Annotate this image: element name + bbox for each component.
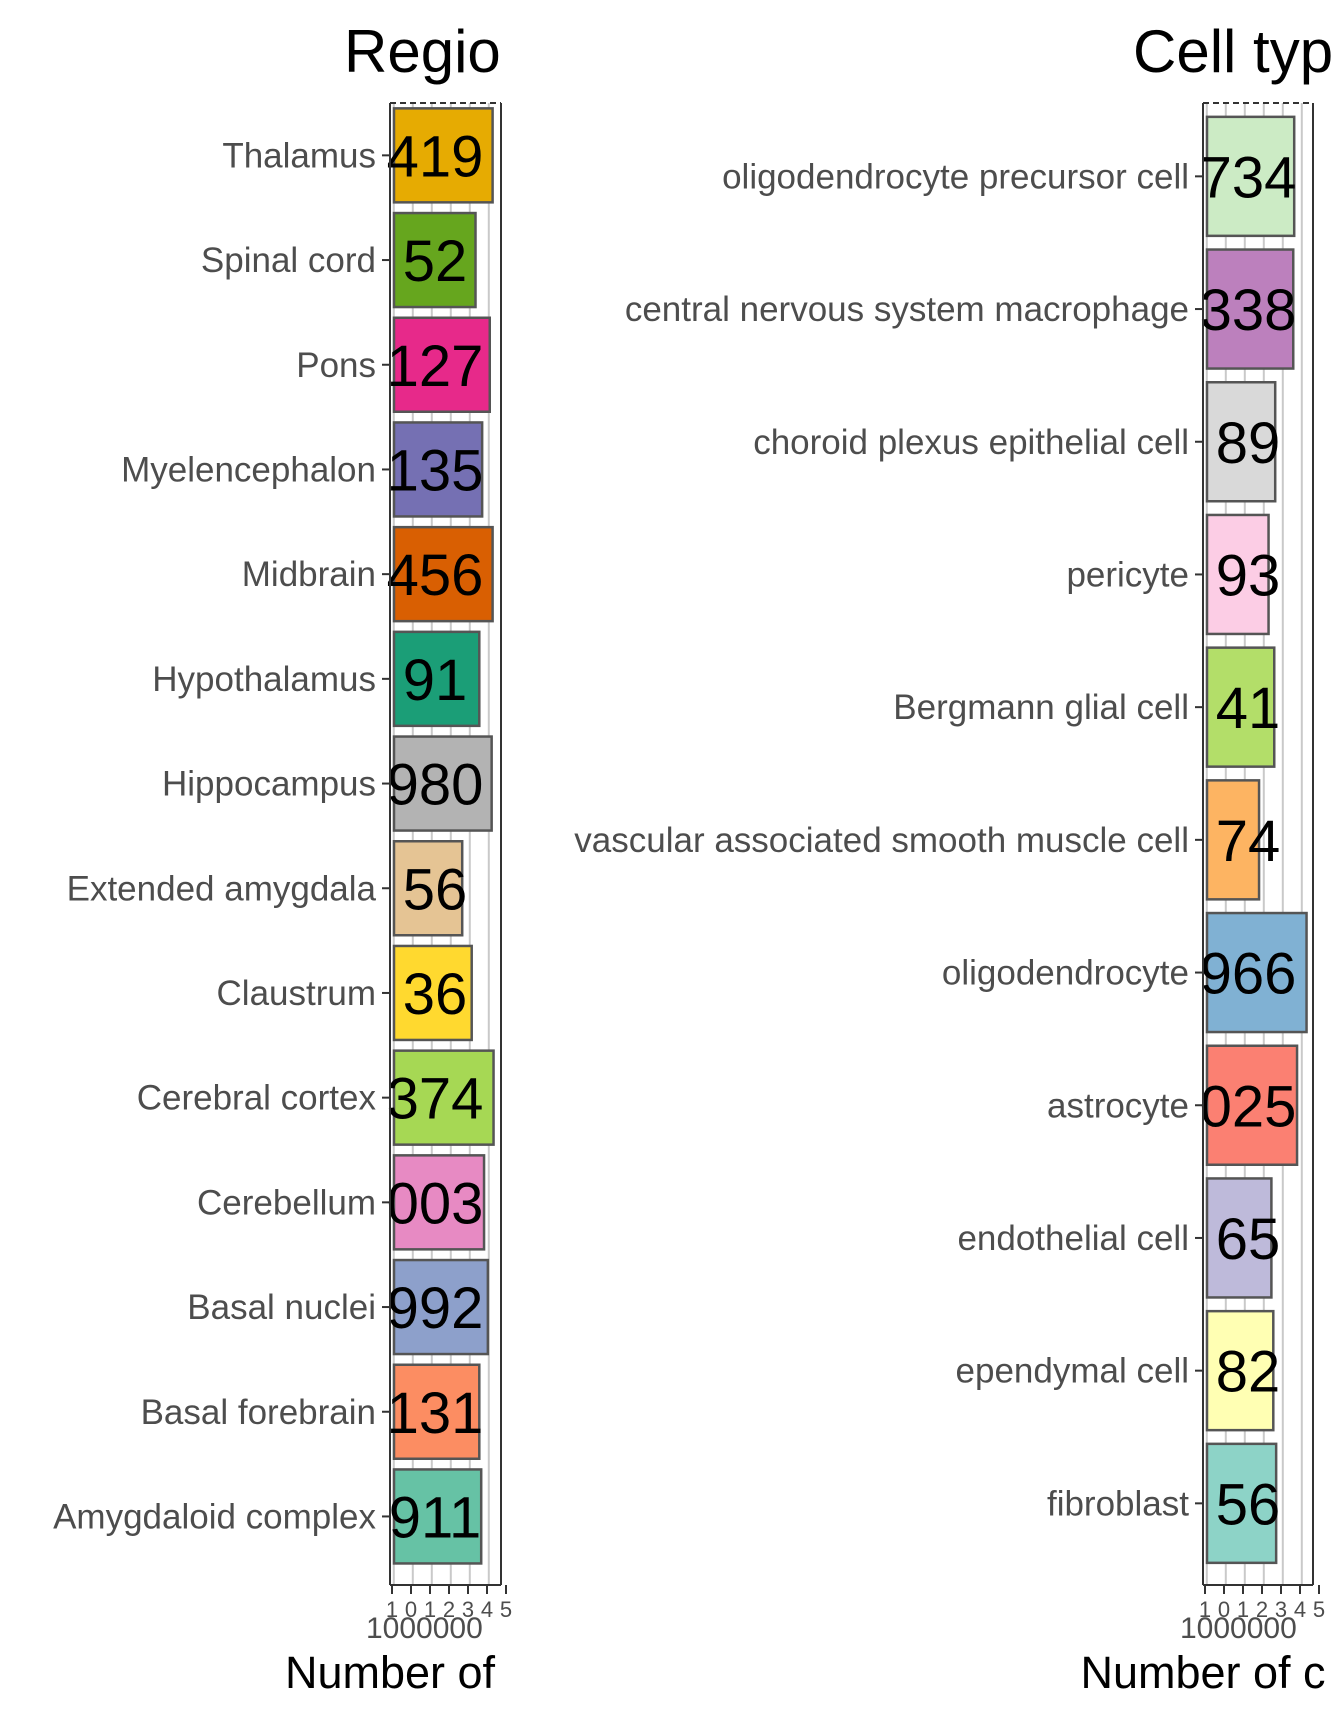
cell-type-value-label: 025 — [1200, 1074, 1297, 1139]
cell-type-category-label: ependymal cell — [956, 1352, 1189, 1391]
cell-type-x-tick-label: 2 — [1256, 1597, 1268, 1622]
region-bar — [392, 316, 491, 413]
region-bar — [392, 107, 494, 204]
region-x-tick-label: 0 — [405, 1597, 417, 1622]
cell-type-category-label: choroid plexus epithelial cell — [753, 423, 1189, 462]
region-bar — [392, 1468, 483, 1565]
region-bar — [392, 421, 484, 518]
region-value-label: 127 — [387, 334, 484, 399]
region-category-label: Spinal cord — [201, 241, 376, 280]
cell-type-bar — [1205, 381, 1277, 503]
region-category-label: Claustrum — [217, 974, 376, 1013]
region-bar — [392, 525, 494, 623]
region-category-label: Hippocampus — [162, 765, 376, 804]
region-value-label: 911 — [389, 1485, 481, 1550]
cell-type-chart-title: Cell typ — [1133, 18, 1333, 85]
region-x-tick-label: 1 — [424, 1597, 436, 1622]
cell-type-chart: Cell typ Number of c 1000000 oligodendro… — [574, 18, 1333, 1698]
region-category-label: Midbrain — [242, 555, 376, 594]
cell-type-category-label: oligodendrocyte — [942, 954, 1189, 993]
cell-type-category-label: pericyte — [1066, 555, 1189, 594]
cell-type-category-label: astrocyte — [1047, 1086, 1189, 1125]
cell-type-bar — [1205, 1044, 1299, 1166]
region-bar — [392, 1258, 490, 1356]
region-value-label: 91 — [403, 648, 468, 713]
region-category-label: Myelencephalon — [121, 450, 376, 489]
cell-type-bar — [1205, 1442, 1278, 1565]
region-category-label: Pons — [296, 346, 376, 385]
region-bar — [392, 630, 481, 728]
region-chart-x-axis-label: Number of — [285, 1647, 496, 1698]
region-category-label: Thalamus — [222, 136, 376, 175]
cell-type-value-label: 41 — [1216, 676, 1281, 741]
cell-type-value-label: 966 — [1200, 942, 1297, 1007]
region-value-label: 419 — [387, 124, 484, 189]
region-chart-title: Regio — [344, 18, 501, 85]
region-value-label: 374 — [387, 1067, 484, 1132]
region-category-label: Amygdaloid complex — [53, 1497, 376, 1536]
cell-type-bar — [1205, 779, 1261, 901]
cell-type-x-tick-label: 5 — [1313, 1597, 1325, 1622]
region-category-label: Cerebellum — [197, 1183, 376, 1222]
region-x-tick-label: 2 — [443, 1597, 455, 1622]
cell-type-x-tick-label: 1 — [1199, 1597, 1211, 1622]
region-bar — [392, 840, 464, 937]
cell-type-value-label: 56 — [1216, 1472, 1281, 1537]
region-value-label: 135 — [387, 438, 484, 503]
cell-type-value-label: 74 — [1216, 809, 1281, 874]
region-bar — [392, 944, 473, 1042]
region-value-label: 52 — [403, 229, 468, 294]
region-category-label: Basal forebrain — [141, 1393, 376, 1432]
region-value-label: 56 — [403, 857, 468, 922]
region-bar — [392, 211, 477, 309]
cell-type-value-label: 89 — [1216, 411, 1281, 476]
region-x-tick-label: 5 — [500, 1597, 512, 1622]
cell-type-category-label: central nervous system macrophage — [625, 290, 1189, 329]
cell-type-x-tick-label: 1 — [1237, 1597, 1249, 1622]
cell-type-x-tick-label: 0 — [1218, 1597, 1230, 1622]
cell-type-category-label: fibroblast — [1047, 1484, 1189, 1523]
region-bar — [392, 1049, 495, 1146]
cell-type-bar — [1205, 1177, 1273, 1299]
region-value-label: 36 — [403, 962, 468, 1027]
cell-type-category-label: Bergmann glial cell — [893, 688, 1189, 727]
cell-type-bar — [1205, 1309, 1275, 1432]
cell-type-category-label: oligodendrocyte precursor cell — [722, 157, 1189, 196]
cell-type-value-label: 734 — [1200, 145, 1297, 210]
region-x-tick-label: 1 — [386, 1597, 398, 1622]
region-bar — [392, 1154, 486, 1251]
cell-type-bar — [1205, 911, 1308, 1034]
cell-type-x-tick-label: 3 — [1275, 1597, 1287, 1622]
region-value-label: 131 — [387, 1381, 484, 1446]
cell-type-value-label: 65 — [1216, 1207, 1281, 1272]
cell-type-x-tick-label: 4 — [1294, 1597, 1306, 1622]
region-bar — [392, 1363, 481, 1460]
cell-type-bar — [1205, 115, 1296, 238]
region-x-tick-label: 4 — [481, 1597, 493, 1622]
cell-type-value-label: 338 — [1200, 278, 1297, 343]
region-value-label: 456 — [387, 543, 484, 608]
region-value-label: 992 — [387, 1276, 484, 1341]
region-category-label: Cerebral cortex — [137, 1079, 377, 1118]
cell-type-category-label: endothelial cell — [957, 1219, 1189, 1258]
region-category-label: Extended amygdala — [67, 869, 377, 908]
cell-type-category-label: vascular associated smooth muscle cell — [574, 821, 1189, 860]
region-chart: Regio Number of 1000000 Thalamus 419 Spina… — [53, 18, 512, 1698]
region-value-label: 980 — [387, 753, 484, 818]
region-category-label: Basal nuclei — [187, 1288, 376, 1327]
region-category-label: Hypothalamus — [152, 660, 376, 699]
region-x-tick-label: 3 — [462, 1597, 474, 1622]
cell-type-chart-x-axis-label: Number of c — [1080, 1647, 1325, 1698]
cell-type-value-label: 82 — [1216, 1340, 1281, 1405]
cell-type-chart-x-tick-label-bottom: 1000000 — [1180, 1612, 1297, 1645]
region-bar — [392, 735, 493, 832]
region-value-label: 003 — [387, 1171, 484, 1236]
cell-type-bar — [1205, 513, 1270, 636]
cell-type-bar — [1205, 646, 1276, 768]
region-chart-x-tick-label-bottom: 1000000 — [366, 1612, 483, 1645]
cell-type-bar — [1205, 248, 1295, 370]
cell-type-value-label: 93 — [1216, 543, 1281, 608]
